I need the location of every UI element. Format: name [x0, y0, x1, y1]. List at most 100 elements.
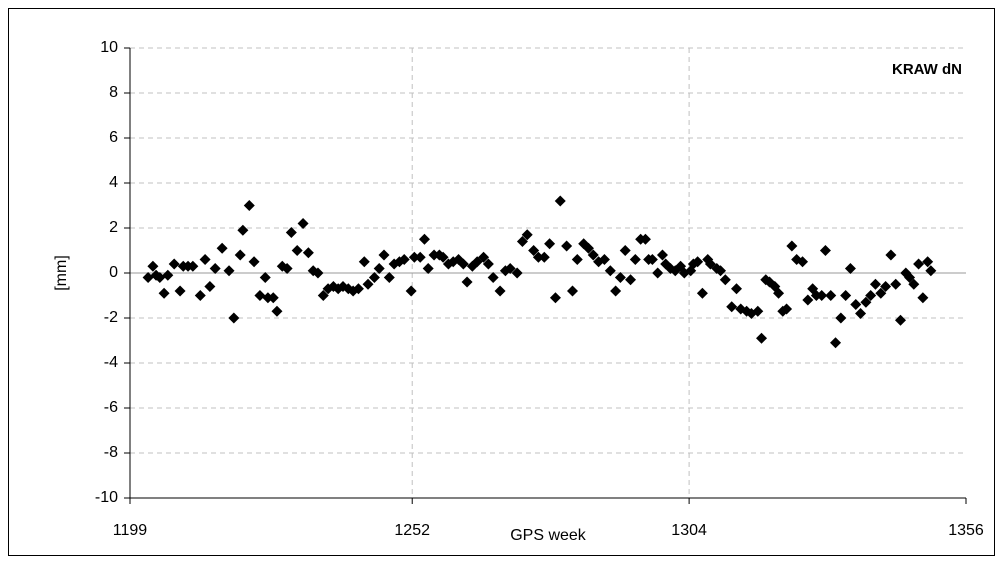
point: [844, 263, 856, 274]
point: [629, 254, 641, 265]
y-tick-label: 2: [109, 219, 118, 236]
point: [373, 263, 385, 274]
point: [819, 245, 831, 256]
point: [234, 249, 246, 261]
point: [549, 292, 561, 304]
point: [850, 299, 862, 310]
point: [528, 245, 540, 256]
point: [405, 285, 417, 297]
point: [281, 263, 293, 274]
point: [646, 254, 658, 265]
point: [223, 265, 235, 277]
point: [715, 265, 727, 277]
point: [561, 240, 573, 252]
point: [362, 278, 374, 290]
point: [267, 292, 279, 304]
point: [187, 260, 199, 272]
y-tick-label: -4: [104, 354, 118, 371]
point: [913, 258, 925, 270]
point: [598, 254, 610, 265]
point: [532, 251, 544, 263]
point: [248, 256, 260, 268]
point: [209, 263, 221, 274]
y-axis-label: [mm]: [53, 255, 70, 291]
point: [378, 249, 390, 261]
point: [656, 249, 668, 261]
point: [835, 312, 847, 324]
x-tick-label: 1199: [113, 522, 148, 539]
y-tick-label: -2: [104, 309, 118, 326]
point: [802, 294, 814, 306]
point: [922, 256, 934, 268]
point: [925, 265, 937, 277]
point: [797, 256, 809, 268]
point: [610, 285, 622, 297]
point: [619, 245, 631, 256]
point: [875, 287, 887, 299]
point: [604, 265, 616, 277]
point: [504, 263, 516, 274]
point: [259, 272, 271, 283]
point: [885, 249, 897, 261]
point: [652, 267, 664, 279]
point: [816, 290, 828, 301]
point: [414, 251, 426, 263]
point: [302, 247, 314, 259]
point: [312, 267, 324, 279]
point: [566, 285, 578, 297]
point: [756, 332, 768, 344]
point: [358, 256, 370, 268]
point: [890, 278, 902, 290]
point: [895, 314, 907, 326]
point: [726, 301, 738, 313]
point: [521, 229, 533, 241]
point: [461, 276, 473, 288]
point: [422, 263, 434, 274]
y-tick-label: -8: [104, 444, 118, 461]
point: [904, 272, 916, 283]
point: [730, 283, 742, 295]
point: [158, 287, 170, 299]
point: [825, 290, 837, 301]
point: [254, 290, 266, 301]
point: [199, 254, 211, 265]
point: [297, 218, 309, 229]
point: [482, 258, 494, 270]
y-tick-label: -6: [104, 399, 118, 416]
point: [285, 227, 297, 238]
point: [511, 267, 523, 279]
point: [516, 236, 528, 247]
point: [544, 238, 556, 250]
point: [908, 278, 920, 290]
point: [487, 272, 499, 283]
x-tick-label: 1356: [948, 522, 984, 539]
x-axis-label: GPS week: [510, 527, 587, 544]
point: [719, 274, 731, 286]
point: [368, 272, 380, 283]
point: [860, 296, 872, 308]
point: [352, 283, 364, 295]
chart-frame: [8, 8, 995, 556]
point: [773, 287, 785, 299]
point: [752, 305, 764, 317]
point: [204, 281, 216, 292]
point: [271, 305, 283, 317]
y-tick-label: 4: [109, 174, 118, 191]
point: [869, 278, 881, 290]
point: [571, 254, 583, 265]
point: [614, 272, 626, 283]
y-tick-label: 6: [109, 129, 118, 146]
point: [383, 272, 395, 283]
point: [142, 272, 154, 283]
point: [781, 303, 793, 315]
point: [692, 256, 704, 268]
point: [228, 312, 240, 324]
point: [917, 292, 929, 304]
point: [418, 233, 430, 245]
point: [587, 249, 599, 261]
y-tick-label: 0: [109, 264, 118, 281]
point: [317, 290, 329, 301]
point: [880, 281, 892, 292]
